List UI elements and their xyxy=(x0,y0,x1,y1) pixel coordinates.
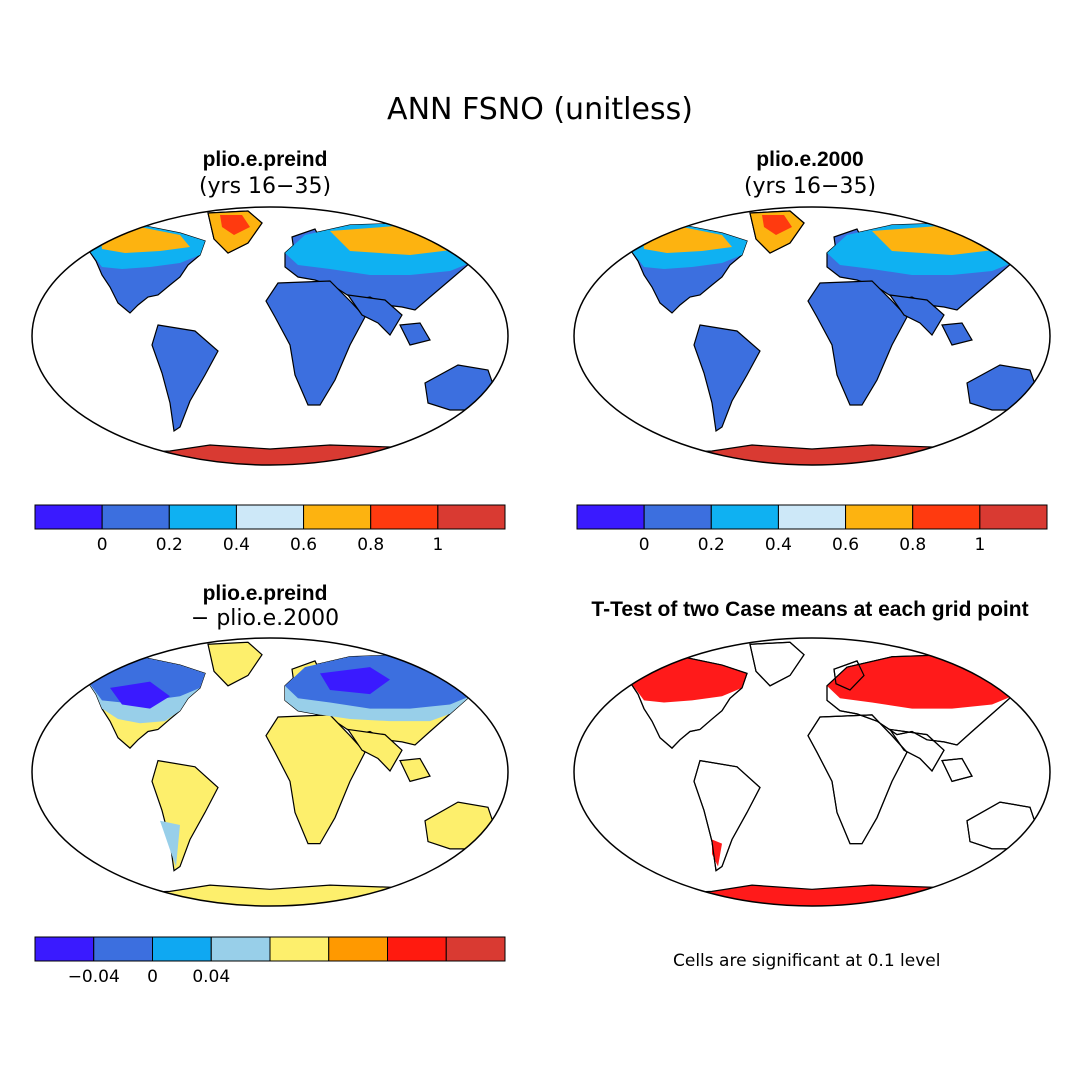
greenland-core xyxy=(220,215,250,235)
landmass-australia xyxy=(966,364,1038,411)
significance-note: Cells are significant at 0.1 level xyxy=(673,951,941,971)
colorbar-bin xyxy=(370,504,439,530)
landmass-seAsia xyxy=(941,322,973,346)
colorbar-tick-label: 0.6 xyxy=(290,535,317,555)
map-frame xyxy=(573,206,1051,466)
landmass-seAsia xyxy=(399,322,431,346)
panel2-title: plio.e.2000 xyxy=(756,148,864,171)
map-frame xyxy=(31,637,509,907)
colorbar-bin xyxy=(437,504,506,530)
landmass-seAsia xyxy=(399,757,431,783)
snow-cover-high xyxy=(642,225,1012,255)
landmass-arabiaIndia xyxy=(346,728,403,772)
landmass-australia xyxy=(424,364,496,411)
significant-cells xyxy=(627,654,1027,709)
panel4-title: T-Test of two Case means at each grid po… xyxy=(591,598,1029,621)
landmass-australia xyxy=(424,801,496,850)
landmass-southAmerica xyxy=(151,324,219,433)
colorbar-bin xyxy=(328,936,388,962)
colorbar-tick-label: 0.8 xyxy=(357,535,384,555)
colorbar-bin xyxy=(93,936,153,962)
coastline-northAmerica xyxy=(626,656,748,749)
colorbar-bin xyxy=(845,504,914,530)
colorbar-bin xyxy=(710,504,779,530)
colorbar-bin xyxy=(168,504,237,530)
landmass-greenland xyxy=(207,641,263,687)
landmass-southAmerica xyxy=(151,759,219,872)
snow-cover-high xyxy=(100,225,470,255)
colorbar-tick-label: 0 xyxy=(97,535,108,555)
coastline-africa xyxy=(807,714,908,845)
colorbar-bin xyxy=(34,504,103,530)
colorbar-tick-label: 0.04 xyxy=(192,967,230,987)
map-frame xyxy=(31,206,509,466)
panel3-title: plio.e.preind xyxy=(202,582,328,605)
map-panel-difference xyxy=(31,637,509,907)
panel1-subtitle: (yrs 16−35) xyxy=(198,174,332,199)
colorbar-bin xyxy=(34,936,95,962)
colorbar-bin xyxy=(303,504,372,530)
colorbar-bin xyxy=(101,504,170,530)
colorbar-tick-label: 0 xyxy=(639,535,650,555)
colorbar-bin xyxy=(912,504,981,530)
colorbar-bin xyxy=(387,936,447,962)
panel1-title: plio.e.preind xyxy=(202,148,328,171)
snow-change-strong xyxy=(110,667,390,709)
map-panel-2000 xyxy=(573,206,1051,466)
colorbar-bin xyxy=(269,936,330,962)
coastline-southAmerica xyxy=(693,759,761,872)
landmass-africa xyxy=(807,280,908,406)
landmass-africa xyxy=(265,714,366,845)
colorbar-tick-label: 1 xyxy=(432,535,443,555)
landmass-africa xyxy=(807,714,908,845)
colorbar-tick-label: 0.4 xyxy=(765,535,792,555)
snow-change-south xyxy=(160,820,180,867)
map-panel-preind xyxy=(31,206,509,466)
colorbar-bin xyxy=(445,936,506,962)
map-panel-ttest xyxy=(573,637,1051,907)
greenland-core xyxy=(762,215,792,235)
colorbar-tick-label: −0.04 xyxy=(68,967,120,987)
landmass-australia xyxy=(966,801,1038,850)
coastline-greenland xyxy=(749,641,805,687)
colorbar-bin xyxy=(576,504,645,530)
figure-title: ANN FSNO (unitless) xyxy=(387,92,693,127)
colorbar-tick-label: 0.6 xyxy=(832,535,859,555)
map-frame xyxy=(573,637,1051,907)
coastline-scandinavia xyxy=(833,660,865,691)
colorbar-bin xyxy=(235,504,305,530)
snow-change-medium xyxy=(85,654,485,709)
colorbar-bin xyxy=(643,504,712,530)
coastline-seAsia xyxy=(941,757,973,783)
colorbar-tick-label: 0 xyxy=(147,967,158,987)
colorbar-tick-label: 0.8 xyxy=(899,535,926,555)
colorbar-preind: 0 0.2 0.4 0.6 0.8 1 xyxy=(34,504,506,555)
colorbar-difference: −0.04 0 0.04 xyxy=(34,936,506,987)
coastline-arabiaIndia xyxy=(888,728,945,772)
landmass-arabiaIndia xyxy=(346,294,403,336)
colorbar-bin xyxy=(210,936,271,962)
colorbar-tick-label: 1 xyxy=(974,535,985,555)
colorbar-tick-label: 0.2 xyxy=(156,535,183,555)
landmass-arabiaIndia xyxy=(888,294,945,336)
colorbar-2000: 0 0.2 0.4 0.6 0.8 1 xyxy=(576,504,1048,555)
coastline-australia xyxy=(966,801,1038,850)
significant-cells-south xyxy=(712,839,722,867)
colorbar-bin xyxy=(152,936,212,962)
landmass-africa xyxy=(265,280,366,406)
landmass-southAmerica xyxy=(693,324,761,433)
colorbar-tick-label: 0.2 xyxy=(698,535,725,555)
colorbar-bin xyxy=(777,504,847,530)
landmass-greenland xyxy=(749,641,805,687)
panel2-subtitle: (yrs 16−35) xyxy=(743,174,877,199)
panel3-subtitle: − plio.e.2000 xyxy=(190,606,340,631)
colorbar-tick-label: 0.4 xyxy=(223,535,250,555)
colorbar-bin xyxy=(979,504,1048,530)
